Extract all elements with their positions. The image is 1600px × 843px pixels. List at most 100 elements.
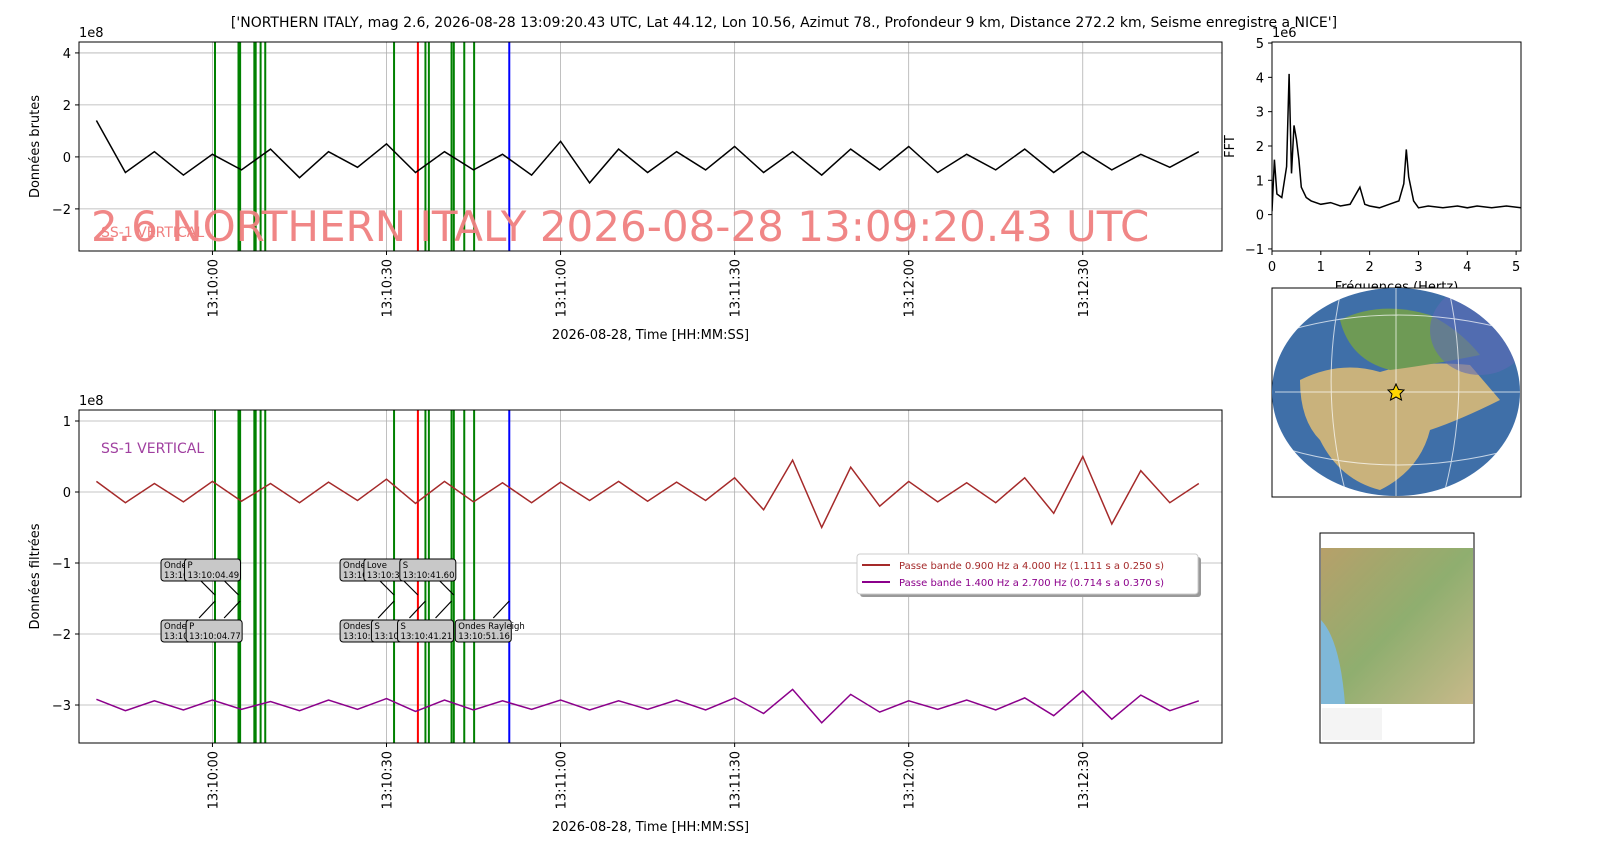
station-label: SS-1 VERTICAL: [101, 441, 204, 457]
annotation-arrow: [379, 580, 395, 596]
annotation-text: 13:10:41.60: [403, 571, 455, 581]
annotation-text: 13:10:51.16: [458, 632, 510, 642]
annotation-arrow: [377, 600, 395, 619]
y-tick-label: 1: [63, 415, 71, 430]
annotation-arrow: [409, 600, 426, 619]
y-tick-label: −1: [1245, 243, 1264, 258]
annotation-text: Ondes P: [164, 561, 199, 571]
event-label: 2.6 NORTHERN ITALY 2026-08-28 13:09:20.4…: [91, 202, 1149, 251]
x-tick-label: 4: [1463, 260, 1471, 275]
x-tick-label: 5: [1512, 260, 1520, 275]
plot-area: [1272, 42, 1521, 251]
annotation-box: [397, 619, 455, 643]
x-tick-label: 13:12:00: [903, 259, 918, 317]
annotation-text: 13:10:04.49: [187, 571, 239, 581]
annotation-text: 13:10:41.21: [401, 632, 453, 642]
chart-title: ['NORTHERN ITALY, mag 2.6, 2026-08-28 13…: [231, 15, 1337, 31]
x-tick-label: 0: [1268, 260, 1276, 275]
y-tick-label: 0: [1256, 209, 1264, 224]
station-label: SS-1 VERTICAL: [101, 225, 204, 241]
x-tick-label: 2: [1366, 260, 1374, 275]
x-tick-label: 13:10:00: [206, 751, 221, 809]
x-tick-label: 13:11:30: [729, 751, 744, 809]
epicenter-star: [1386, 382, 1406, 401]
x-tick-label: 1: [1317, 260, 1325, 275]
plots: 13:10:00 13:10:30 13:11:00 13:11:30 13:12:00…: [28, 15, 1522, 835]
annotation-box: [454, 619, 512, 643]
annotation-text: Ondes Pn: [164, 622, 204, 632]
x-tick-label: 13:12:30: [1077, 259, 1092, 317]
annotation: S13:10:41.21: [397, 600, 455, 643]
map-relief: [1321, 548, 1473, 704]
annotation-box: [399, 558, 457, 582]
x-tick-label: 13:10:30: [381, 259, 396, 317]
plot-frame: [1271, 41, 1522, 252]
annotation-text: Ondes Rayleigh: [458, 622, 525, 632]
x-tick-label: 13:10:30: [381, 751, 396, 809]
offset-label: 1e6: [1272, 26, 1297, 41]
x-tick-label: 13:11:00: [555, 751, 570, 809]
annotation-text: S: [401, 622, 406, 632]
annotation-text: Love: [367, 561, 387, 571]
y-tick-label: −2: [52, 203, 71, 218]
x-tick-label: 13:12:00: [903, 751, 918, 809]
y-axis-label: Données brutes: [28, 95, 43, 198]
x-tick-label: 13:11:00: [555, 259, 570, 317]
y-tick-label: 2: [1256, 140, 1264, 155]
annotation-text: P: [187, 561, 192, 571]
map-sea: [1321, 620, 1345, 704]
x-tick-label: 3: [1414, 260, 1422, 275]
x-axis-label: 2026-08-28, Time [HH:MM:SS]: [552, 328, 749, 343]
y-tick-label: 2: [63, 99, 71, 114]
annotation-text: Ondes S: [343, 561, 378, 571]
plot-frame: [78, 41, 1223, 252]
land: [1300, 363, 1500, 490]
legend-label: Passe bande 1.400 Hz a 2.700 Hz (0.714 s…: [899, 578, 1164, 589]
offset-label: 1e8: [79, 26, 104, 41]
region-map: [1319, 532, 1475, 744]
annotation-text: P: [189, 622, 194, 632]
annotation: P13:10:04.77: [185, 600, 243, 643]
series-line: [1272, 73, 1521, 212]
y-tick-label: 3: [1256, 106, 1264, 121]
annotation-arrow: [224, 580, 239, 596]
map-legend: [1322, 708, 1382, 740]
x-axis-label: 2026-08-28, Time [HH:MM:SS]: [552, 820, 749, 835]
y-tick-label: 4: [63, 47, 71, 62]
annotation: S13:10:41.60: [399, 558, 457, 596]
y-tick-label: 1: [1256, 174, 1264, 189]
y-tick-label: −1: [52, 557, 71, 572]
annotation-arrow: [435, 600, 452, 619]
annotation-text: S: [403, 561, 408, 571]
y-tick-label: −2: [52, 628, 71, 643]
annotation-text: Ondes Sn: [343, 622, 384, 632]
y-tick-label: 0: [63, 151, 71, 166]
annotation-text: 13:10:31.31: [343, 632, 395, 642]
annotation-arrow: [200, 580, 216, 596]
y-tick-label: 5: [1256, 37, 1264, 52]
annotation: P13:10:04.49: [183, 558, 241, 596]
x-tick-label: 13:10:00: [206, 259, 221, 317]
annotation-text: 13:10:04.77: [189, 632, 241, 642]
legend: [856, 553, 1199, 595]
annotation-text: S: [374, 622, 379, 632]
x-tick-label: 13:12:30: [1077, 751, 1092, 809]
y-axis-label: Données filtrées: [28, 523, 43, 629]
y-tick-label: 0: [63, 486, 71, 501]
annotation-box: [183, 558, 241, 582]
y-tick-label: −3: [52, 699, 71, 714]
annotation-arrow: [198, 600, 216, 619]
globe: [1271, 287, 1522, 498]
y-tick-label: 4: [1256, 71, 1264, 86]
series-line: [95, 454, 1200, 530]
offset-label: 1e8: [79, 394, 104, 409]
legend-label: Passe bande 0.900 Hz a 4.000 Hz (1.111 s…: [899, 561, 1164, 572]
annotation-box: [185, 619, 243, 643]
annotation-arrow: [403, 580, 419, 596]
plot-frame: [78, 409, 1223, 744]
annotation-arrow: [439, 580, 455, 596]
annotation-text: 13:10:35.41: [367, 571, 419, 581]
annotation-arrow: [223, 600, 241, 619]
